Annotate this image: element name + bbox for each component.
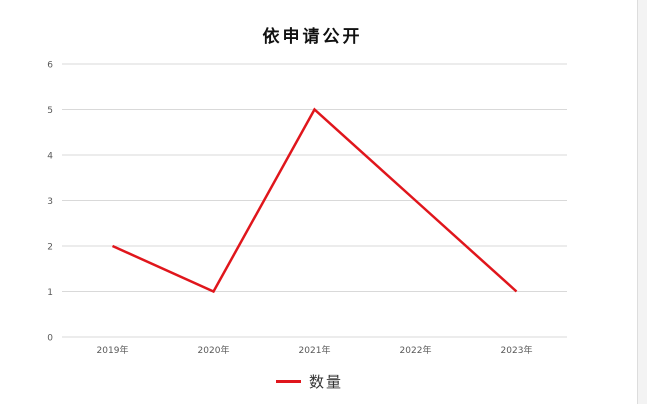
scrollbar-edge (637, 0, 647, 404)
legend-swatch (276, 380, 301, 383)
chart-title: 依申请公开 (262, 27, 363, 47)
y-tick-label: 5 (47, 106, 53, 116)
x-tick-label: 2020年 (198, 344, 230, 356)
y-tick-label: 1 (47, 288, 53, 298)
x-tick-label: 2023年 (501, 344, 533, 356)
y-tick-label: 6 (47, 61, 53, 71)
x-tick-label: 2022年 (400, 344, 432, 356)
legend: 数量 (276, 371, 343, 392)
legend-label: 数量 (309, 373, 344, 391)
x-tick-label: 2019年 (97, 344, 129, 356)
x-tick-label: 2021年 (299, 344, 331, 356)
y-tick-label: 2 (47, 243, 53, 253)
y-tick-label: 3 (47, 197, 53, 207)
y-tick-label: 0 (47, 334, 53, 344)
y-tick-label: 4 (47, 152, 53, 162)
